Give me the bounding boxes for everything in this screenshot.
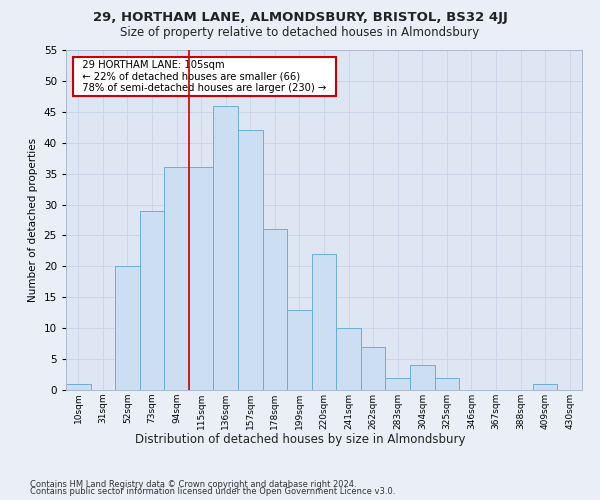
Bar <box>66 384 91 390</box>
Bar <box>263 230 287 390</box>
Text: Contains public sector information licensed under the Open Government Licence v3: Contains public sector information licen… <box>30 487 395 496</box>
Bar <box>115 266 140 390</box>
Bar <box>385 378 410 390</box>
Bar <box>189 168 214 390</box>
Text: Size of property relative to detached houses in Almondsbury: Size of property relative to detached ho… <box>121 26 479 39</box>
Bar <box>434 378 459 390</box>
Bar <box>312 254 336 390</box>
Bar <box>410 366 434 390</box>
Bar <box>214 106 238 390</box>
Bar <box>336 328 361 390</box>
Bar <box>238 130 263 390</box>
Bar <box>287 310 312 390</box>
Text: Distribution of detached houses by size in Almondsbury: Distribution of detached houses by size … <box>135 432 465 446</box>
Text: 29 HORTHAM LANE: 105sqm  
  ← 22% of detached houses are smaller (66)  
  78% of: 29 HORTHAM LANE: 105sqm ← 22% of detache… <box>76 60 333 94</box>
Bar <box>164 168 189 390</box>
Bar <box>140 210 164 390</box>
Text: Contains HM Land Registry data © Crown copyright and database right 2024.: Contains HM Land Registry data © Crown c… <box>30 480 356 489</box>
Bar <box>533 384 557 390</box>
Bar <box>361 346 385 390</box>
Y-axis label: Number of detached properties: Number of detached properties <box>28 138 38 302</box>
Text: 29, HORTHAM LANE, ALMONDSBURY, BRISTOL, BS32 4JJ: 29, HORTHAM LANE, ALMONDSBURY, BRISTOL, … <box>92 11 508 24</box>
